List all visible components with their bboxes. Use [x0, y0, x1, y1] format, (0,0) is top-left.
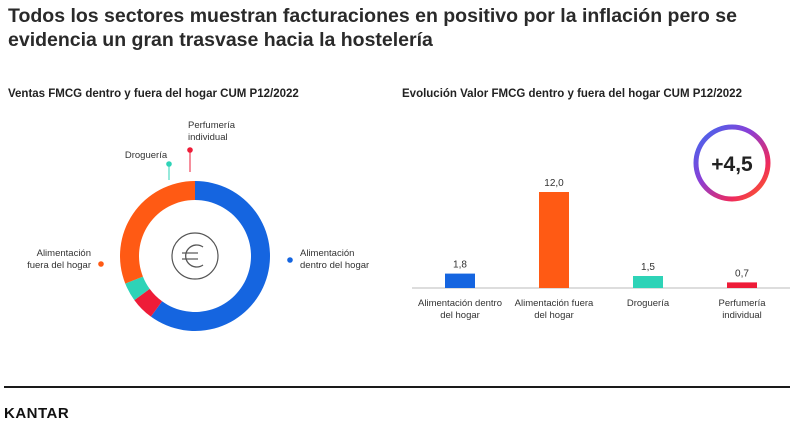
bar-category-alimentacion-dentro-del-hogar: Alimentación dentro del hogar	[418, 298, 502, 321]
donut-slice-alimentacion-fuera-del-hogar	[119, 181, 195, 284]
donut-label-alimentacion-fuera-del-hogar: Alimentación fuera del hogar	[27, 248, 91, 271]
callout-dot-drogueria	[166, 161, 172, 167]
donut-label-alimentacion-dentro-del-hogar: Alimentación dentro del hogar	[300, 248, 369, 271]
headline-line-2: evidencia un gran trasvase hacia la host…	[8, 29, 433, 51]
callout-dot-alimentacion-fuera-del-hogar	[98, 261, 104, 267]
bar-perfumeria-individual	[727, 282, 757, 288]
bar-category-perfumeria-individual: Perfumería individual	[719, 298, 767, 321]
donut-chart-title: Ventas FMCG dentro y fuera del hogar CUM…	[8, 88, 299, 100]
badge-ring	[693, 124, 771, 202]
donut-slice-alimentacion-dentro-del-hogar	[150, 181, 270, 331]
bar-value-alimentacion-dentro-del-hogar: 1,8	[453, 260, 467, 271]
headline-line-1: Todos los sectores muestran facturacione…	[8, 5, 737, 27]
bar-value-perfumeria-individual: 0,7	[735, 268, 749, 279]
brand-logo: KANTAR	[4, 405, 70, 422]
headline: Todos los sectores muestran facturacione…	[8, 4, 788, 52]
footer-divider	[4, 386, 790, 388]
callout-dot-alimentacion-dentro-del-hogar	[287, 257, 293, 263]
bar-category-alimentacion-fuera-del-hogar: Alimentación fuera del hogar	[515, 298, 594, 321]
bar-alimentacion-fuera-del-hogar	[539, 192, 569, 288]
donut-slice-perfumeria-individual	[134, 288, 163, 317]
badge-value: +4,5	[711, 153, 753, 176]
euro-icon	[171, 232, 219, 280]
bar-value-drogueria: 1,5	[641, 262, 655, 273]
bar-value-alimentacion-fuera-del-hogar: 12,0	[544, 178, 564, 189]
callout-dot-perfumeria-individual	[187, 147, 193, 153]
bar-chart-title: Evolución Valor FMCG dentro y fuera del …	[402, 88, 742, 100]
donut-slice-drogueria	[125, 276, 150, 301]
bar-category-drogueria: Droguería	[627, 298, 670, 309]
donut-label-drogueria: Droguería	[125, 150, 168, 161]
bar-drogueria	[633, 276, 663, 288]
donut-label-perfumeria-individual: Perfumería individual	[188, 120, 236, 143]
bar-alimentacion-dentro-del-hogar	[445, 273, 475, 288]
